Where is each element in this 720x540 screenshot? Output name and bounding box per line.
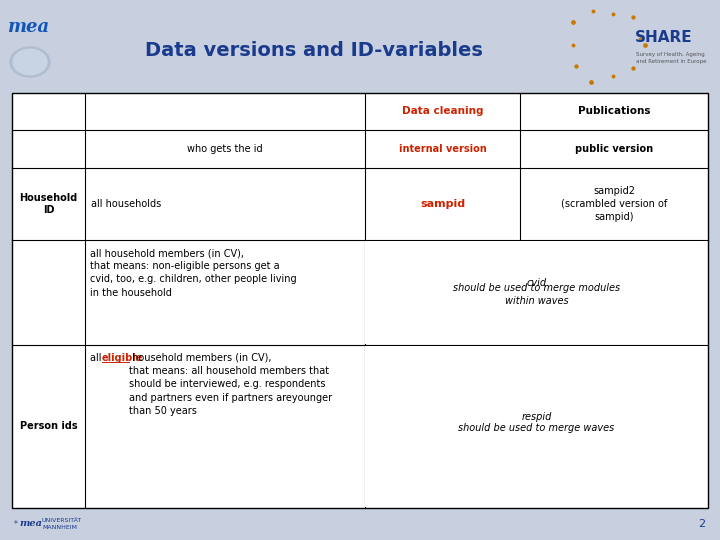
- Bar: [12, 93, 708, 508]
- Text: cvid: cvid: [526, 278, 546, 287]
- Text: eligible: eligible: [102, 353, 143, 363]
- Text: Data cleaning: Data cleaning: [402, 106, 483, 117]
- Text: Person ids: Person ids: [19, 422, 77, 431]
- Bar: [0, 508, 720, 540]
- Text: internal version: internal version: [399, 144, 487, 154]
- Text: who gets the id: who gets the id: [187, 144, 263, 154]
- Text: all: all: [90, 353, 104, 363]
- Text: sampid: sampid: [420, 199, 465, 209]
- Text: mea: mea: [19, 519, 42, 529]
- Bar: [365, 346, 707, 507]
- Text: UNIVERSITÄT
MANNHEIM: UNIVERSITÄT MANNHEIM: [42, 518, 82, 530]
- Text: all households: all households: [91, 199, 161, 209]
- Text: public version: public version: [575, 144, 653, 154]
- Text: *: *: [14, 519, 18, 529]
- Circle shape: [13, 49, 47, 75]
- Text: household members (in CV),
that means: all household members that
should be inte: household members (in CV), that means: a…: [129, 353, 332, 416]
- Text: 2: 2: [698, 519, 705, 529]
- Text: Publications: Publications: [577, 106, 650, 117]
- Text: respid: respid: [521, 411, 552, 422]
- Text: SHARE: SHARE: [635, 30, 693, 45]
- Text: mea: mea: [8, 18, 50, 36]
- Circle shape: [10, 47, 50, 77]
- Bar: [0, 0, 720, 90]
- Bar: [12, 93, 708, 508]
- Text: all household members (in CV),
that means: non-eligible persons get a
cvid, too,: all household members (in CV), that mean…: [90, 248, 297, 298]
- Text: Household
ID: Household ID: [19, 193, 78, 215]
- Text: sampid2
(scrambled version of
sampid): sampid2 (scrambled version of sampid): [561, 186, 667, 222]
- Text: Data versions and ID-variables: Data versions and ID-variables: [145, 40, 483, 59]
- Text: should be used to merge modules
within waves: should be used to merge modules within w…: [453, 283, 620, 306]
- Bar: [365, 241, 707, 344]
- Text: should be used to merge waves: should be used to merge waves: [459, 423, 615, 434]
- Text: Survey of Health, Ageing
and Retirement in Europe: Survey of Health, Ageing and Retirement …: [636, 52, 706, 64]
